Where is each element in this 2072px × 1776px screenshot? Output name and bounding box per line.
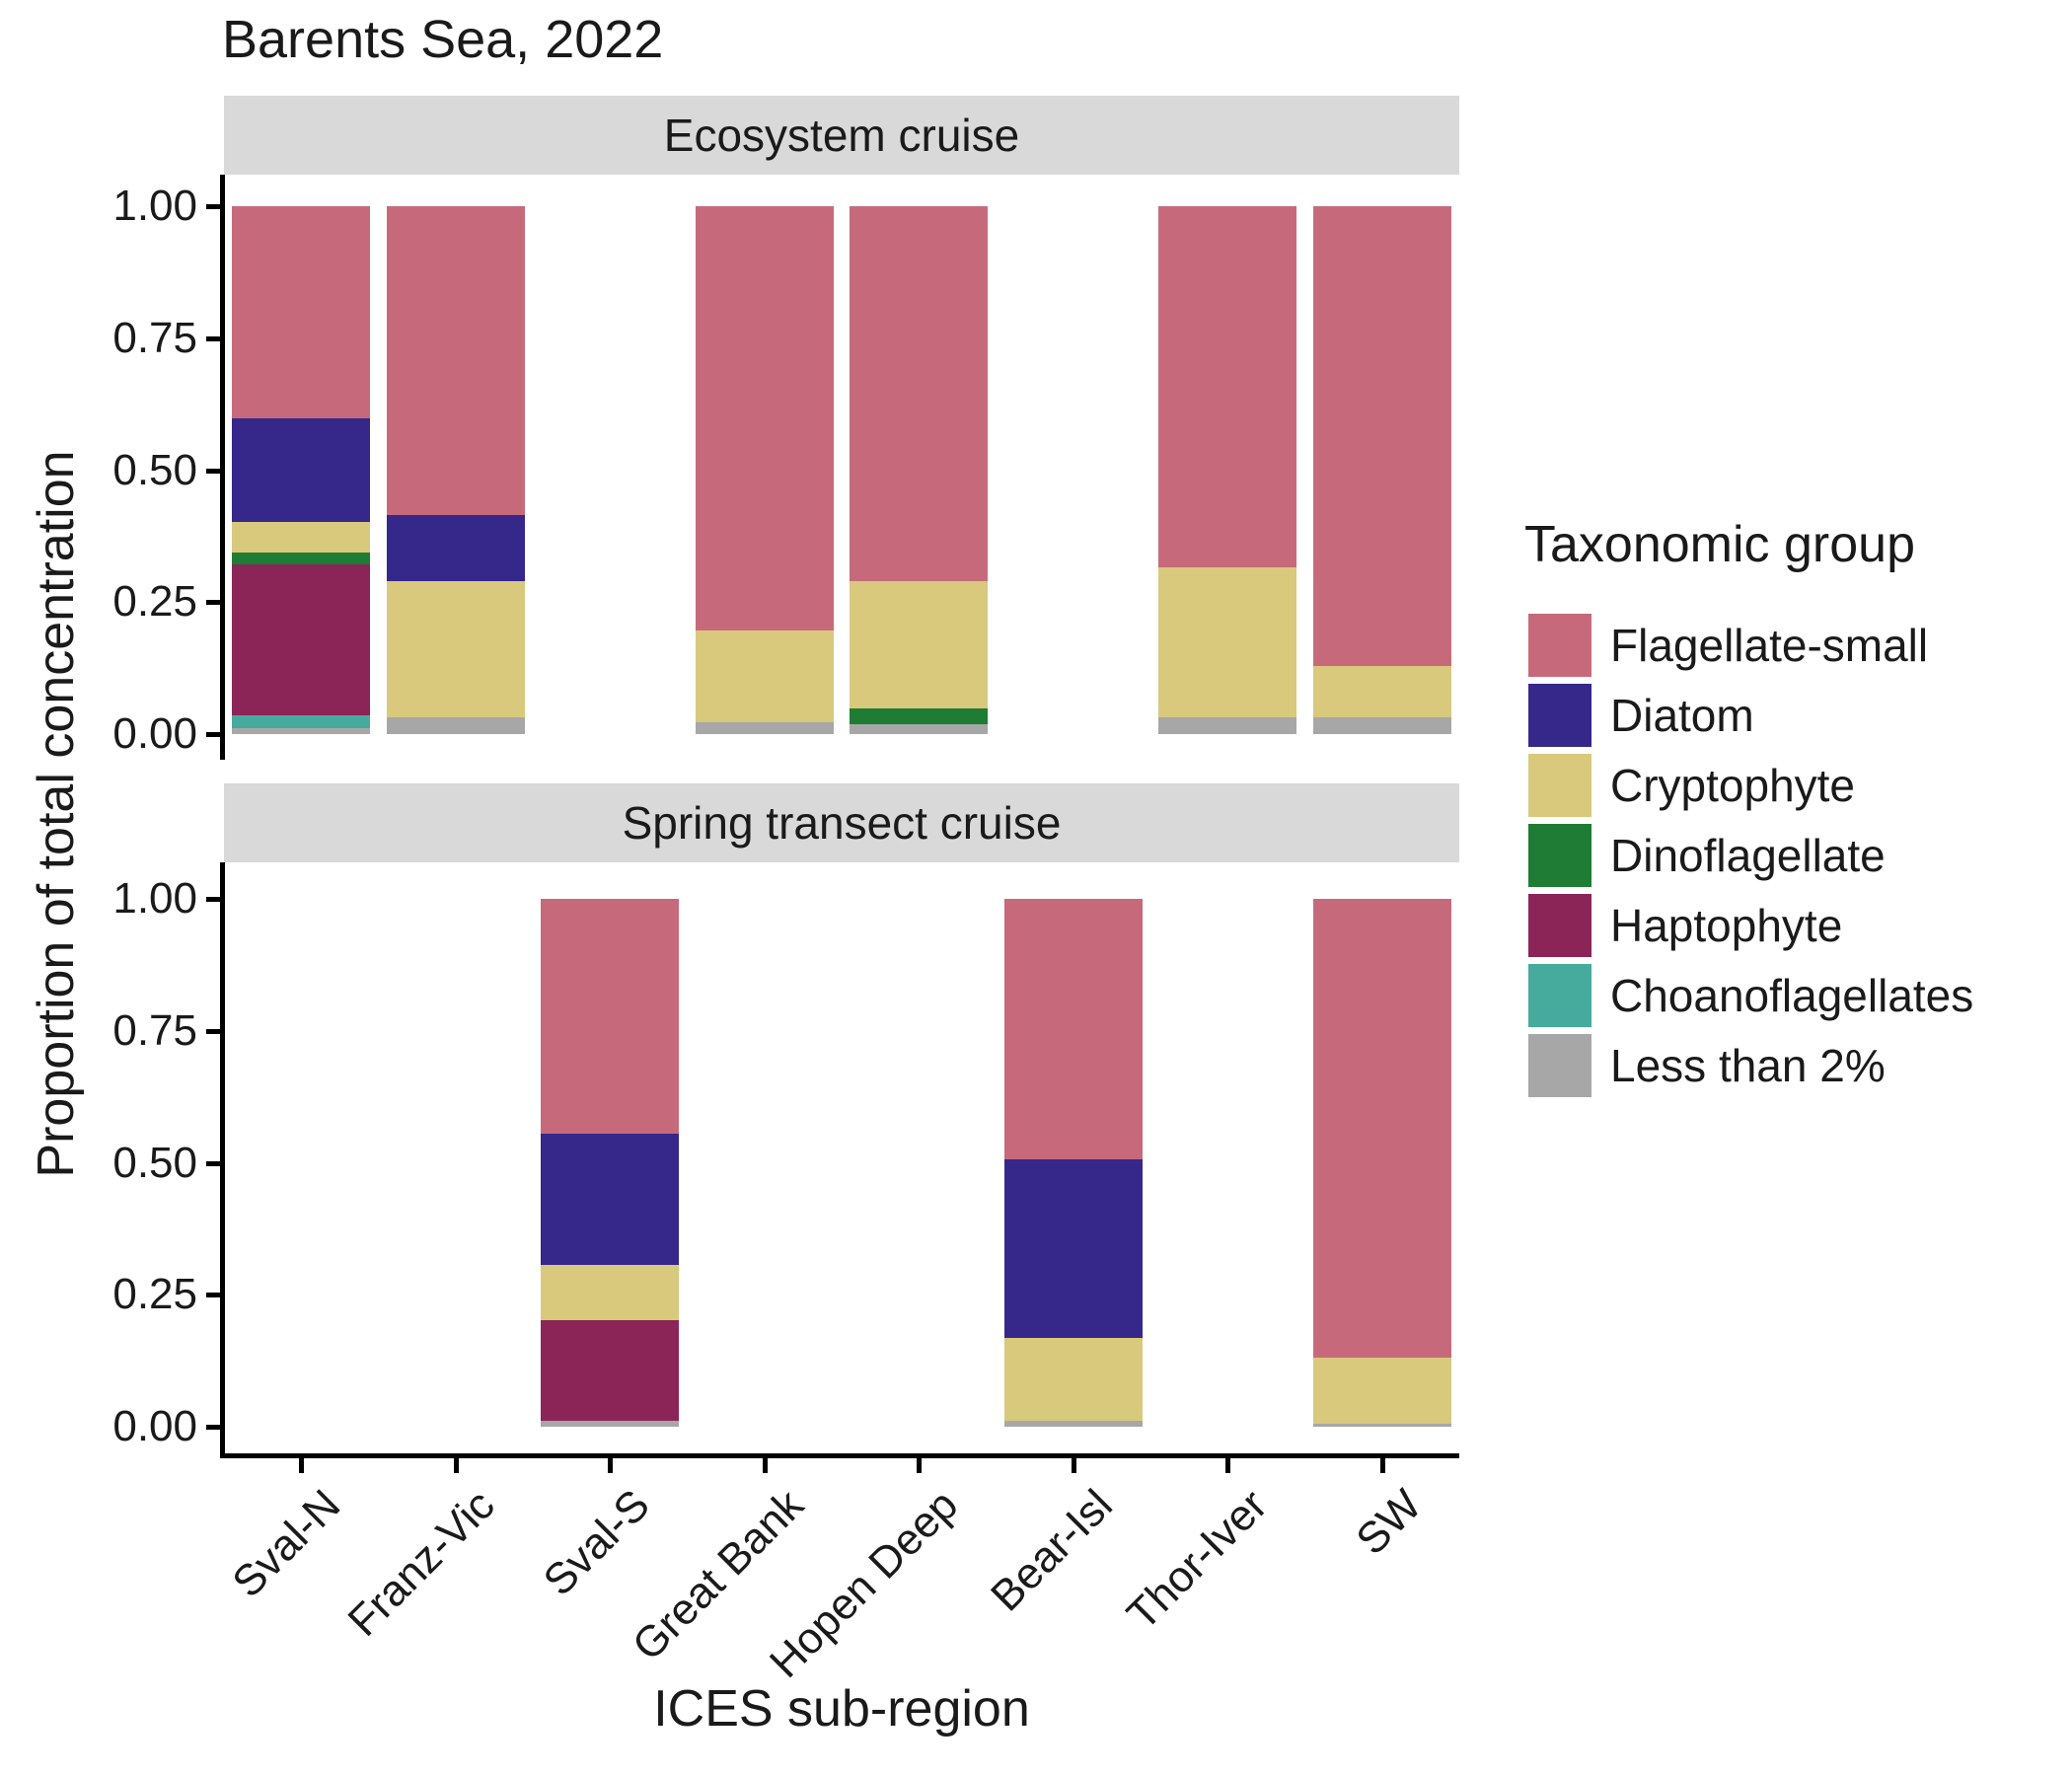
y-tick-label: 0.50 bbox=[112, 1138, 197, 1187]
bar-segment-diatom bbox=[1003, 1158, 1143, 1339]
y-tick-label: 1.00 bbox=[112, 874, 197, 923]
x-tick-mark bbox=[1379, 1458, 1385, 1473]
facet-strip-label: Ecosystem cruise bbox=[663, 110, 1020, 161]
bar-segment-diatom bbox=[386, 514, 525, 581]
legend-swatch-cryptophyte bbox=[1528, 754, 1591, 817]
legend-swatch-haptophyte bbox=[1528, 894, 1591, 957]
y-tick-mark bbox=[206, 600, 220, 606]
bar-segment-diatom bbox=[541, 1133, 680, 1266]
x-tick-mark bbox=[299, 1458, 305, 1473]
bar-segment-flagellate-small bbox=[386, 206, 525, 515]
facet-strip-spring-transect-cruise: Spring transect cruise bbox=[224, 783, 1459, 862]
bar-segment-less-than-2- bbox=[850, 724, 989, 734]
y-tick-mark bbox=[206, 1028, 220, 1034]
bar-segment-less-than-2- bbox=[541, 1421, 680, 1427]
legend-label-cryptophyte: Cryptophyte bbox=[1610, 760, 1856, 811]
x-tick-label-sval-n: Sval-N bbox=[223, 1480, 350, 1607]
y-tick-label: 0.00 bbox=[112, 1402, 197, 1450]
x-tick-label-sw: SW bbox=[1347, 1480, 1431, 1565]
x-tick-label-bear-isl: Bear-Isl bbox=[982, 1480, 1122, 1621]
legend-label-flagellate-small: Flagellate-small bbox=[1610, 620, 1929, 671]
bar-segment-less-than-2- bbox=[1158, 717, 1297, 734]
bar-segment-flagellate-small bbox=[1312, 206, 1451, 666]
bar-segment-cryptophyte bbox=[850, 581, 989, 708]
legend-label-haptophyte: Haptophyte bbox=[1610, 900, 1843, 951]
legend-label-diatom: Diatom bbox=[1610, 690, 1754, 741]
bar-segment-flagellate-small bbox=[541, 899, 680, 1134]
y-tick-label: 0.75 bbox=[112, 313, 197, 362]
bar-segment-flagellate-small bbox=[1312, 899, 1451, 1359]
bar-segment-cryptophyte bbox=[1312, 1358, 1451, 1425]
x-tick-label-franz-vic: Franz-Vic bbox=[338, 1480, 504, 1646]
bar-segment-cryptophyte bbox=[1312, 665, 1451, 718]
plot-title: Barents Sea, 2022 bbox=[222, 10, 664, 69]
bar-segment-dinoflagellate bbox=[232, 553, 371, 565]
bar-segment-cryptophyte bbox=[386, 580, 525, 718]
legend-swatch-flagellate-small bbox=[1528, 614, 1591, 677]
bar-segment-less-than-2- bbox=[1312, 1424, 1451, 1427]
legend-swatch-less-than-2- bbox=[1528, 1034, 1591, 1097]
bar-segment-flagellate-small bbox=[1158, 206, 1297, 568]
y-tick-mark bbox=[206, 204, 220, 209]
bar-segment-cryptophyte bbox=[541, 1265, 680, 1320]
x-axis-line bbox=[220, 1453, 1459, 1458]
bar-segment-flagellate-small bbox=[850, 206, 989, 582]
bar-segment-flagellate-small bbox=[695, 206, 834, 630]
bar-segment-less-than-2- bbox=[232, 728, 371, 734]
y-tick-mark bbox=[206, 897, 220, 902]
x-tick-label-thor-iver: Thor-Iver bbox=[1117, 1480, 1277, 1640]
x-tick-mark bbox=[762, 1458, 768, 1473]
bar-segment-cryptophyte bbox=[1003, 1338, 1143, 1422]
y-tick-mark bbox=[206, 1160, 220, 1166]
x-tick-label-sval-s: Sval-S bbox=[534, 1480, 659, 1605]
y-axis-line bbox=[220, 862, 225, 1453]
facet-strip-label: Spring transect cruise bbox=[622, 797, 1062, 849]
legend-title: Taxonomic group bbox=[1524, 516, 1915, 573]
y-tick-label: 0.25 bbox=[112, 577, 197, 627]
x-tick-mark bbox=[1225, 1458, 1231, 1473]
bar-segment-flagellate-small bbox=[1003, 899, 1143, 1159]
legend-swatch-dinoflagellate bbox=[1528, 824, 1591, 887]
x-tick-mark bbox=[608, 1458, 614, 1473]
y-tick-label: 0.00 bbox=[112, 709, 197, 758]
bar-segment-cryptophyte bbox=[1158, 567, 1297, 718]
y-tick-mark bbox=[206, 468, 220, 474]
x-axis-title: ICES sub-region bbox=[653, 1680, 1030, 1738]
x-tick-mark bbox=[453, 1458, 459, 1473]
y-tick-mark bbox=[206, 1425, 220, 1430]
bar-segment-flagellate-small bbox=[232, 206, 371, 419]
legend-swatch-choanoflagellates bbox=[1528, 964, 1591, 1027]
y-tick-label: 1.00 bbox=[112, 182, 197, 230]
bar-segment-haptophyte bbox=[232, 564, 371, 716]
y-tick-label: 0.50 bbox=[112, 445, 197, 494]
bar-segment-diatom bbox=[232, 418, 371, 522]
y-tick-label: 0.75 bbox=[112, 1005, 197, 1055]
y-axis-line bbox=[220, 175, 225, 760]
y-tick-label: 0.25 bbox=[112, 1270, 197, 1319]
bar-segment-less-than-2- bbox=[386, 717, 525, 734]
bar-segment-less-than-2- bbox=[1312, 717, 1451, 734]
bar-segment-cryptophyte bbox=[232, 521, 371, 554]
bar-segment-choanoflagellates bbox=[232, 715, 371, 729]
bar-segment-dinoflagellate bbox=[850, 707, 989, 725]
y-tick-mark bbox=[206, 335, 220, 341]
bar-segment-less-than-2- bbox=[695, 721, 834, 734]
y-axis-title: Proportion of total concentration bbox=[28, 450, 85, 1178]
y-tick-mark bbox=[206, 732, 220, 737]
legend-label-dinoflagellate: Dinoflagellate bbox=[1610, 830, 1886, 881]
bar-segment-cryptophyte bbox=[695, 629, 834, 722]
legend-label-less-than-2-: Less than 2% bbox=[1610, 1040, 1886, 1091]
x-tick-mark bbox=[1071, 1458, 1076, 1473]
y-tick-mark bbox=[206, 1293, 220, 1298]
bar-segment-less-than-2- bbox=[1003, 1421, 1143, 1427]
x-tick-mark bbox=[917, 1458, 923, 1473]
bar-segment-haptophyte bbox=[541, 1319, 680, 1422]
legend-label-choanoflagellates: Choanoflagellates bbox=[1610, 970, 1974, 1021]
legend-swatch-diatom bbox=[1528, 684, 1591, 747]
facet-strip-ecosystem-cruise: Ecosystem cruise bbox=[224, 96, 1459, 175]
